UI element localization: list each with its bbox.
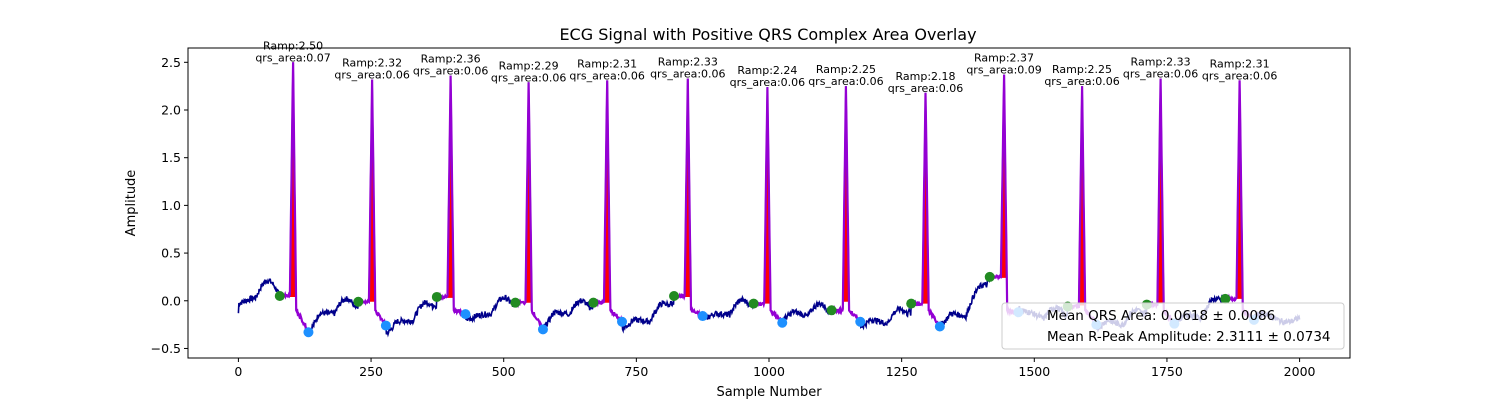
y-tick-label: 1.0: [161, 198, 181, 213]
peak-label-ramp: Ramp:2.36: [421, 53, 481, 66]
s-point-marker: [855, 316, 866, 327]
s-point-marker: [617, 316, 628, 327]
legend: Mean QRS Area: 0.0618 ± 0.0086 Mean R-Pe…: [1001, 302, 1345, 350]
peak-label-ramp: Ramp:2.29: [499, 59, 559, 72]
q-point-marker: [510, 297, 521, 308]
peak-label-ramp: Ramp:2.18: [896, 70, 956, 83]
q-point-marker: [906, 298, 917, 309]
s-point-marker: [697, 311, 708, 322]
peak-label-ramp: Ramp:2.37: [974, 52, 1034, 65]
x-tick-label: 500: [492, 364, 516, 379]
y-tick-label: 0.5: [161, 246, 181, 261]
peak-label-ramp: Ramp:2.32: [342, 56, 402, 69]
s-point-marker: [380, 320, 391, 331]
q-point-marker: [1220, 293, 1231, 304]
q-point-marker: [826, 305, 837, 316]
peak-label-qrs-area: qrs_area:0.06: [413, 65, 488, 78]
x-tick-label: 2000: [1284, 364, 1316, 379]
peak-label-qrs-area: qrs_area:0.06: [650, 68, 725, 81]
y-tick-label: −0.5: [151, 341, 181, 356]
chart-title: ECG Signal with Positive QRS Complex Are…: [559, 25, 976, 44]
y-tick-label: 1.5: [161, 150, 181, 165]
x-tick-label: 0: [234, 364, 242, 379]
q-point-marker: [669, 291, 680, 301]
q-point-marker: [431, 291, 442, 302]
x-axis-label: Sample Number: [716, 385, 822, 400]
s-point-marker: [537, 324, 548, 335]
peak-label-qrs-area: qrs_area:0.06: [730, 76, 805, 89]
y-tick-label: 0.0: [161, 293, 181, 308]
peak-label-qrs-area: qrs_area:0.06: [1202, 69, 1277, 82]
peak-label-qrs-area: qrs_area:0.06: [1044, 75, 1119, 88]
x-tick-label: 1500: [1018, 364, 1050, 379]
legend-entry-qrs-area: Mean QRS Area: 0.0618 ± 0.0086: [1047, 308, 1275, 324]
peak-label-ramp: Ramp:2.24: [737, 64, 797, 77]
x-tick-label: 1250: [886, 364, 918, 379]
peak-label-ramp: Ramp:2.25: [1052, 63, 1112, 76]
q-point-marker: [353, 296, 364, 307]
q-point-marker: [984, 271, 995, 282]
peak-label-qrs-area: qrs_area:0.06: [888, 82, 963, 95]
peak-label-qrs-area: qrs_area:0.06: [808, 75, 883, 88]
s-point-marker: [934, 321, 945, 332]
peak-label-ramp: Ramp:2.31: [577, 57, 637, 70]
s-point-marker: [777, 317, 788, 328]
peak-label-ramp: Ramp:2.33: [1131, 56, 1191, 69]
x-tick-label: 750: [624, 364, 648, 379]
peak-label-qrs-area: qrs_area:0.09: [966, 64, 1041, 77]
peak-label-ramp: Ramp:2.33: [658, 56, 718, 69]
plot-area: [237, 62, 1301, 338]
peak-label-ramp: Ramp:2.25: [816, 63, 876, 76]
s-point-marker: [303, 327, 314, 338]
q-point-marker: [748, 298, 759, 309]
legend-entry-r-peak-amplitude: Mean R-Peak Amplitude: 2.3111 ± 0.0734: [1047, 329, 1331, 345]
peak-label-qrs-area: qrs_area:0.06: [334, 68, 409, 81]
peak-label-qrs-area: qrs_area:0.06: [491, 71, 566, 84]
legend-box: [1001, 302, 1345, 350]
x-tick-label: 1750: [1151, 364, 1183, 379]
q-point-marker: [588, 297, 599, 308]
peak-label-ramp: Ramp:2.50: [263, 39, 323, 52]
peak-label-qrs-area: qrs_area:0.06: [1123, 68, 1198, 81]
peak-label-qrs-area: qrs_area:0.07: [255, 51, 330, 64]
x-tick-label: 250: [359, 364, 383, 379]
peak-label-qrs-area: qrs_area:0.06: [569, 69, 644, 82]
q-point-marker: [274, 291, 285, 301]
y-axis-label: Amplitude: [124, 170, 139, 237]
y-tick-label: 2.0: [161, 103, 181, 118]
axis-ticks: 0 250 500 750 1000 1250 1500 1750 2000 −0.5 0.0 0.5…: [151, 55, 1316, 379]
peak-label-ramp: Ramp:2.31: [1210, 57, 1270, 70]
y-tick-label: 2.5: [161, 55, 181, 70]
x-tick-label: 1000: [753, 364, 785, 379]
s-point-marker: [460, 309, 471, 320]
